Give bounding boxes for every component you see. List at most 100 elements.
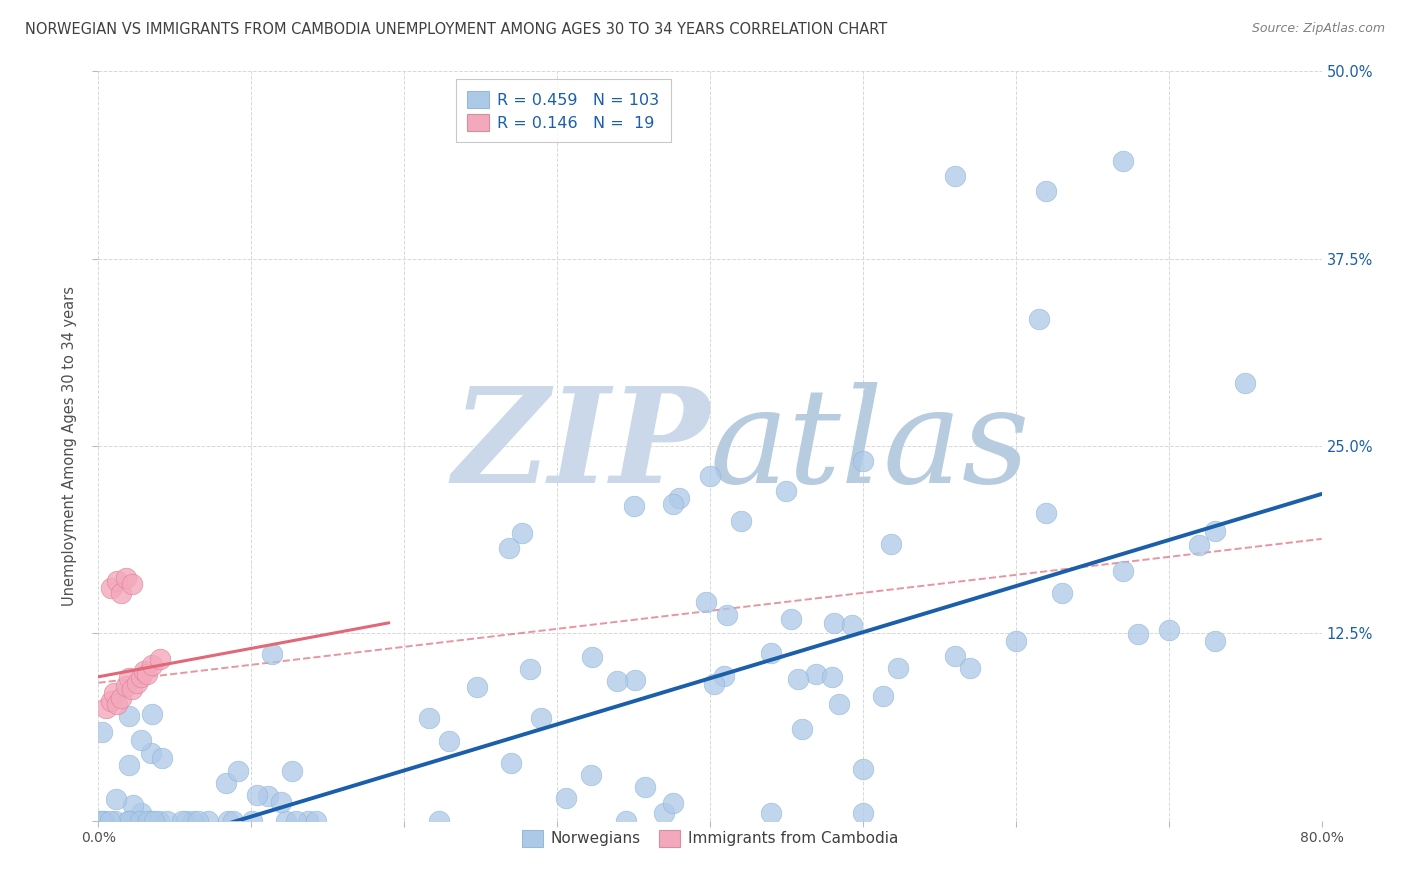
Point xyxy=(852,806,875,821)
Point xyxy=(129,814,152,828)
Point xyxy=(759,806,782,821)
Point xyxy=(121,681,143,696)
Point xyxy=(437,734,460,748)
Point xyxy=(246,789,269,803)
Point xyxy=(427,814,450,828)
Point xyxy=(823,615,845,630)
Point xyxy=(110,586,132,600)
Point xyxy=(623,673,645,687)
Point xyxy=(94,701,117,715)
Point xyxy=(115,679,138,693)
Point xyxy=(134,664,156,678)
Point xyxy=(579,768,602,782)
Point xyxy=(1128,627,1150,641)
Point xyxy=(90,814,112,828)
Point xyxy=(792,723,814,737)
Point xyxy=(174,814,197,828)
Point xyxy=(103,686,125,700)
Point xyxy=(285,814,308,828)
Point xyxy=(142,814,165,828)
Point xyxy=(276,814,298,828)
Point xyxy=(197,814,219,828)
Point xyxy=(713,669,735,683)
Point xyxy=(100,694,122,708)
Point xyxy=(1112,154,1135,169)
Point xyxy=(270,795,292,809)
Point xyxy=(662,796,685,810)
Point xyxy=(156,814,179,828)
Point xyxy=(614,814,637,828)
Point xyxy=(90,724,112,739)
Point xyxy=(222,814,245,828)
Point xyxy=(1188,538,1211,552)
Point xyxy=(465,680,488,694)
Point xyxy=(880,537,903,551)
Point xyxy=(149,652,172,666)
Point xyxy=(226,764,249,779)
Point xyxy=(852,454,875,468)
Point xyxy=(652,806,675,821)
Point xyxy=(872,689,894,703)
Point xyxy=(1204,633,1226,648)
Point xyxy=(150,751,173,765)
Point xyxy=(943,649,966,664)
Text: ZIP: ZIP xyxy=(453,382,710,510)
Point xyxy=(634,780,657,794)
Point xyxy=(117,814,139,828)
Point xyxy=(121,577,143,591)
Point xyxy=(217,814,239,828)
Point xyxy=(121,798,143,813)
Point xyxy=(730,514,752,528)
Point xyxy=(129,670,152,684)
Point xyxy=(118,709,141,723)
Point xyxy=(105,574,128,588)
Point xyxy=(93,814,115,828)
Point xyxy=(780,612,803,626)
Point xyxy=(501,756,523,770)
Point xyxy=(623,499,645,513)
Point xyxy=(959,661,981,675)
Point xyxy=(1028,311,1050,326)
Point xyxy=(215,776,238,790)
Point xyxy=(1050,586,1073,600)
Point xyxy=(118,814,141,828)
Point xyxy=(257,789,280,803)
Point xyxy=(775,483,797,498)
Point xyxy=(105,697,128,711)
Point xyxy=(260,647,283,661)
Point xyxy=(129,733,152,747)
Point xyxy=(136,814,159,828)
Point xyxy=(510,526,533,541)
Point xyxy=(852,762,875,776)
Point xyxy=(498,541,520,555)
Point xyxy=(181,814,204,828)
Point xyxy=(118,758,141,772)
Point xyxy=(806,666,828,681)
Legend: Norwegians, Immigrants from Cambodia: Norwegians, Immigrants from Cambodia xyxy=(515,822,905,855)
Point xyxy=(141,814,163,828)
Text: Source: ZipAtlas.com: Source: ZipAtlas.com xyxy=(1251,22,1385,36)
Point xyxy=(887,661,910,675)
Point xyxy=(828,697,851,711)
Point xyxy=(91,814,114,828)
Point xyxy=(141,657,163,672)
Point xyxy=(148,814,170,828)
Point xyxy=(943,169,966,184)
Point xyxy=(695,594,717,608)
Point xyxy=(554,790,576,805)
Point xyxy=(519,662,541,676)
Point xyxy=(841,618,863,632)
Point xyxy=(118,671,141,685)
Point xyxy=(172,814,194,828)
Point xyxy=(240,814,263,828)
Point xyxy=(120,814,142,828)
Point xyxy=(1112,564,1135,578)
Text: atlas: atlas xyxy=(710,382,1031,510)
Point xyxy=(187,814,209,828)
Point xyxy=(141,707,163,722)
Point xyxy=(1204,524,1226,539)
Point xyxy=(668,491,690,506)
Point xyxy=(98,814,121,828)
Point xyxy=(129,806,152,821)
Point xyxy=(125,675,148,690)
